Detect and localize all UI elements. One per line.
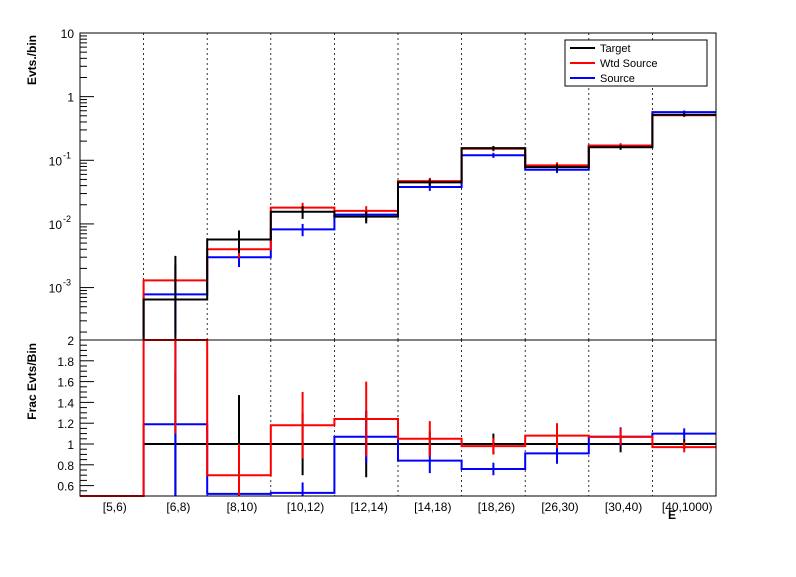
bottom-step-wtd-source [80,339,716,497]
top-step-target [142,113,716,340]
bottom-panel: 0.6 0.8 1 1.2 1.4 1.6 1.8 2 Frac Evts/Bin [5,6) [6… [25,334,717,522]
top-tick-exponent: -1 [63,150,71,160]
bottom-tick-label: 1.6 [57,376,74,390]
bottom-tick-label: 1 [67,438,74,452]
top-tick-exponent: -3 [63,278,71,288]
top-tick-exponent: -2 [63,214,71,224]
x-tick-label: [40,1000) [662,500,713,514]
x-tick-label: [30,40) [605,500,642,514]
bottom-tick-label: 1.4 [57,396,74,410]
legend-label: Source [600,73,635,85]
x-tick-label: [12,14) [351,500,388,514]
bottom-tick-label: 2 [67,334,74,348]
top-tick-label: 10 [49,154,63,168]
x-tick-label: [10,12) [287,500,324,514]
x-axis-label: E [668,508,676,522]
bottom-y-axis-label: Frac Evts/Bin [25,343,39,420]
legend: Target Wtd Source Source [564,39,708,87]
legend-label: Wtd Source [600,58,657,70]
bottom-frame [79,339,717,497]
top-tick-label: 10 [49,282,63,296]
x-tick-label: [8,10) [227,500,258,514]
legend-label: Target [600,43,631,55]
x-tick-label: [6,8) [166,500,190,514]
top-tick-label: 10 [49,218,63,232]
x-tick-label: [14,18) [414,500,451,514]
x-tick-label: [26,30) [541,500,578,514]
x-tick-label: [5,6) [103,500,127,514]
bottom-tick-label: 0.8 [57,459,74,473]
bottom-tick-label: 0.6 [57,480,74,494]
bottom-tick-label: 1.2 [57,417,74,431]
top-y-axis-label: Evts./bin [25,35,39,85]
bottom-tick-label: 1.8 [57,355,74,369]
top-tick-label: 10 [61,27,75,41]
x-tick-label: [18,26) [478,500,515,514]
top-tick-label: 1 [67,91,74,105]
